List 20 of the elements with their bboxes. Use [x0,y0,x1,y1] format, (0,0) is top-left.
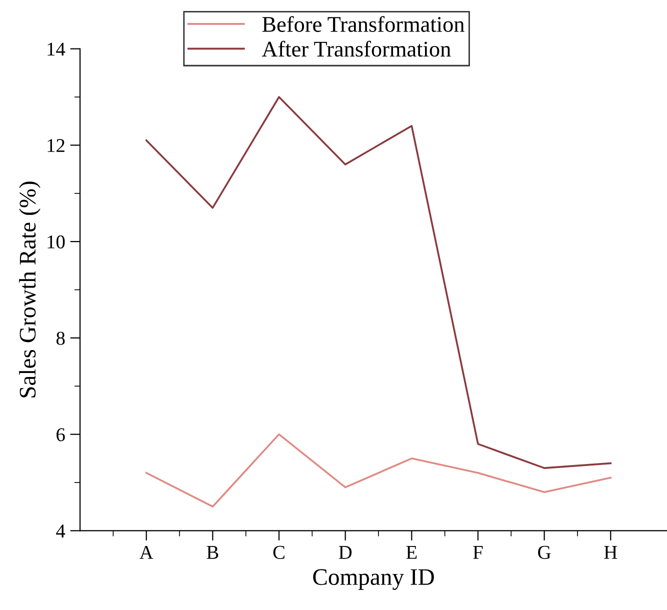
line-series [145,433,612,508]
x-tick-label: D [338,546,352,559]
x-tick-label: F [473,546,483,559]
x-axis-title: Company ID [313,569,434,590]
x-tick-label: C [273,546,284,559]
x-tick-label: A [140,546,154,559]
y-tick-label: 10 [48,235,65,248]
y-tick-label: 14 [48,42,66,56]
legend-label: Before Transformation [262,16,464,32]
y-axis-title: Sales Growth Rate (%) [19,182,40,398]
x-tick-label: B [206,546,218,559]
x-tick-label: H [604,546,618,559]
y-tick-label: 6 [56,428,65,442]
x-tick-label: E [406,546,417,559]
x-tick-label: G [538,546,551,559]
y-tick-label: 12 [48,139,64,152]
y-tick-label: 8 [56,332,65,345]
line-series [145,96,612,469]
y-tick-label: 4 [56,524,66,538]
legend-label: After Transformation [262,40,451,57]
